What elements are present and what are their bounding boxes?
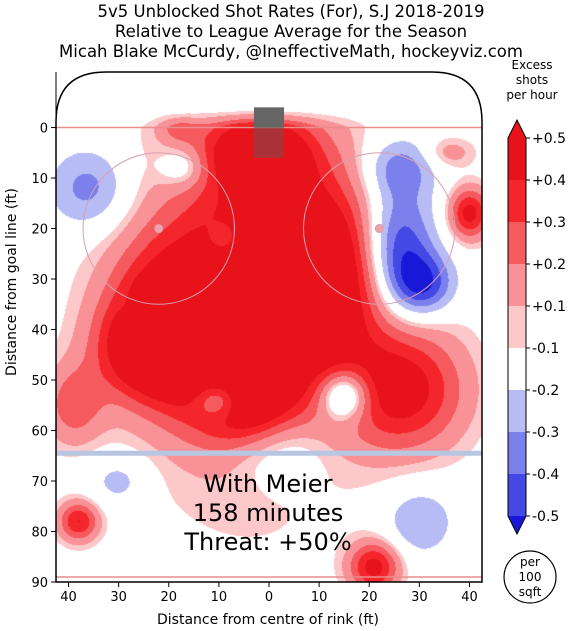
unit-badge-line-2: 100 <box>519 570 542 584</box>
faceoff-circle-left <box>82 152 235 305</box>
faceoff-dot-right <box>374 224 384 234</box>
colorbar-tick-label: +0.2 <box>532 257 566 273</box>
colorbar-extend-top <box>508 120 526 138</box>
y-tick-label: 20 <box>31 223 48 238</box>
unit-badge-line-1: per <box>520 555 540 569</box>
chart-title-line-1: 5v5 Unblocked Shot Rates (For), S.J 2018… <box>97 2 485 21</box>
x-tick-label: 40 <box>461 590 478 605</box>
colorbar-extend-bottom <box>508 516 526 534</box>
colorbar-title-line-3: per hour <box>506 88 557 102</box>
colorbar-band <box>508 138 526 181</box>
x-tick-label: 40 <box>60 590 77 605</box>
colorbar-tick-label: -0.5 <box>532 509 559 525</box>
chart-title-line-3: Micah Blake McCurdy, @IneffectiveMath, h… <box>59 42 523 61</box>
colorbar-band <box>508 222 526 265</box>
unit-badge-circle <box>503 550 557 604</box>
y-tick-label: 80 <box>31 526 48 541</box>
rink-boards-outline <box>55 71 483 583</box>
colorbar-tick-label: -0.1 <box>532 341 559 357</box>
colorbar-tick-label: +0.4 <box>532 173 566 189</box>
blue-line <box>56 450 482 456</box>
unit-badge: per 100 sqft <box>503 550 557 604</box>
x-axis: 40 30 20 10 0 10 20 30 40 <box>56 581 482 605</box>
colorbar-band <box>508 306 526 349</box>
faceoff-circle-right <box>303 152 456 305</box>
y-tick-label: 40 <box>31 324 48 339</box>
y-axis: 0 10 20 30 40 50 60 70 80 90 <box>31 72 57 591</box>
colorbar-tick-label: +0.5 <box>532 131 566 147</box>
x-tick-label: 20 <box>160 590 177 605</box>
faceoff-dot-left <box>154 224 164 234</box>
x-axis-label: Distance from centre of rink (ft) <box>157 612 379 628</box>
x-tick-label: 10 <box>211 590 228 605</box>
y-tick-label: 30 <box>31 273 48 288</box>
colorbar-title-line-1: Excess <box>512 58 553 72</box>
heatmap-layer <box>56 72 482 582</box>
rink-markings <box>56 107 482 578</box>
colorbar-title: Excess shots per hour <box>506 58 557 102</box>
colorbar-tick-label: -0.2 <box>532 383 559 399</box>
colorbar-tick-label: +0.1 <box>532 299 566 315</box>
colorbar-title-line-2: shots <box>516 73 548 87</box>
x-tick-label: 30 <box>411 590 428 605</box>
y-tick-label: 90 <box>31 576 48 591</box>
goal-crease <box>253 127 285 158</box>
colorbar-band <box>508 432 526 475</box>
annotation-line-1: With Meier <box>204 470 333 498</box>
annotation-block: With Meier 158 minutes Threat: +50% <box>183 470 351 556</box>
y-tick-label: 10 <box>31 172 48 187</box>
unit-badge-line-3: sqft <box>519 585 542 599</box>
x-tick-label: 10 <box>311 590 328 605</box>
heatmap-image <box>56 72 482 582</box>
annotation-line-2: 158 minutes <box>193 499 344 527</box>
colorbar-band <box>508 474 526 517</box>
x-tick-label: 20 <box>361 590 378 605</box>
colorbar-band <box>508 264 526 307</box>
y-tick-label: 60 <box>31 425 48 440</box>
colorbar: +0.5 +0.4 +0.3 +0.2 +0.1 -0.1 -0.2 -0.3 -0.4 -0.5 <box>507 118 566 536</box>
x-tick-label: 0 <box>265 590 273 605</box>
colorbar-band <box>508 180 526 223</box>
x-tick-label: 30 <box>110 590 127 605</box>
y-tick-label: 50 <box>31 374 48 389</box>
chart-title-line-2: Relative to League Average for the Seaso… <box>114 22 468 41</box>
y-tick-label: 70 <box>31 475 48 490</box>
goal-net <box>253 107 285 128</box>
colorbar-tick-label: +0.3 <box>532 215 566 231</box>
y-tick-label: 0 <box>40 122 48 137</box>
colorbar-tick-label: -0.4 <box>532 467 559 483</box>
colorbar-band <box>508 348 526 391</box>
annotation-line-3: Threat: +50% <box>183 528 351 556</box>
colorbar-tick-label: -0.3 <box>532 425 559 441</box>
colorbar-band <box>508 390 526 433</box>
y-axis-label: Distance from goal line (ft) <box>4 188 20 376</box>
